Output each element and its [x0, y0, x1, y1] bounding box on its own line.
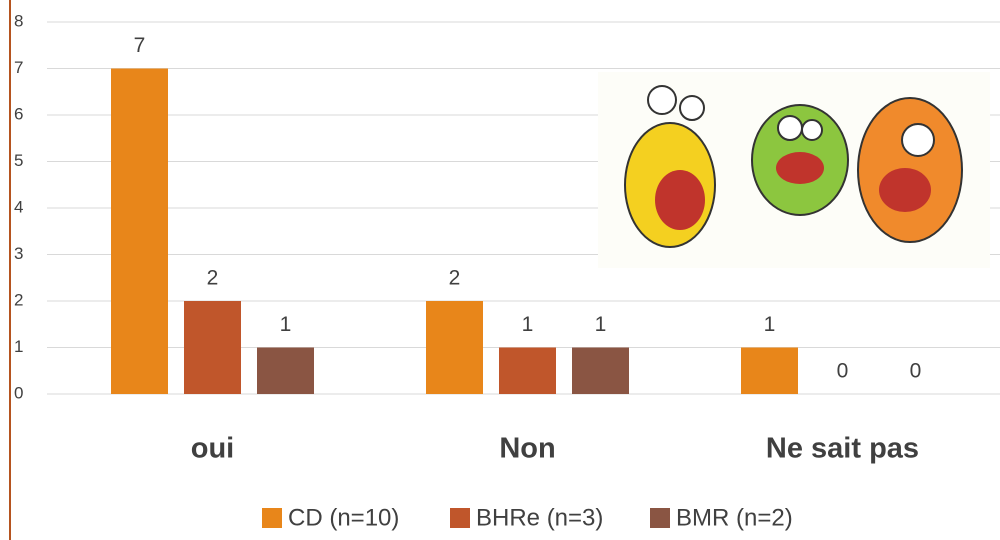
mouth	[776, 152, 824, 184]
data-label: 2	[449, 267, 461, 290]
mouth	[879, 168, 931, 212]
data-label: 1	[764, 313, 776, 336]
legend-swatch	[262, 508, 282, 528]
y-tick-label: 1	[14, 337, 23, 356]
data-label: 0	[837, 360, 849, 383]
bar	[111, 68, 168, 394]
eye	[801, 119, 823, 141]
legend-swatch	[450, 508, 470, 528]
plot-area: 0 1 2 3 4 5 6 7 8 oui 7 2 1 Non 2 1 1 Ne sait pas 1 0 0 CD (n…	[14, 11, 1000, 531]
legend-label: CD (n=10)	[288, 504, 399, 531]
data-label: 7	[134, 34, 146, 57]
eye	[647, 85, 677, 115]
legend-swatch	[650, 508, 670, 528]
x-tick-label: Ne sait pas	[766, 433, 919, 465]
y-tick-label: 6	[14, 104, 23, 123]
y-tick-label: 2	[14, 290, 23, 309]
y-tick-label: 3	[14, 244, 23, 263]
legend-label: BHRe (n=3)	[476, 504, 603, 531]
data-label: 2	[207, 267, 219, 290]
bar	[499, 347, 556, 394]
x-tick-label: oui	[191, 433, 235, 465]
x-tick-label: Non	[499, 433, 555, 465]
bar	[572, 347, 629, 394]
bar	[741, 347, 798, 394]
y-tick-label: 5	[14, 151, 23, 170]
data-label: 0	[910, 360, 922, 383]
eye	[777, 115, 803, 141]
bar	[257, 347, 314, 394]
data-label: 1	[280, 313, 292, 336]
data-label: 1	[595, 313, 607, 336]
data-label: 1	[522, 313, 534, 336]
bar	[426, 301, 483, 394]
y-tick-label: 0	[14, 383, 23, 402]
y-tick-label: 4	[14, 197, 23, 216]
mouth	[655, 170, 705, 230]
eye	[679, 95, 705, 121]
eye	[901, 123, 935, 157]
illustration	[598, 72, 990, 268]
y-tick-label: 8	[14, 11, 23, 30]
bar	[184, 301, 241, 394]
legend-label: BMR (n=2)	[676, 504, 793, 531]
y-tick-label: 7	[14, 58, 23, 77]
